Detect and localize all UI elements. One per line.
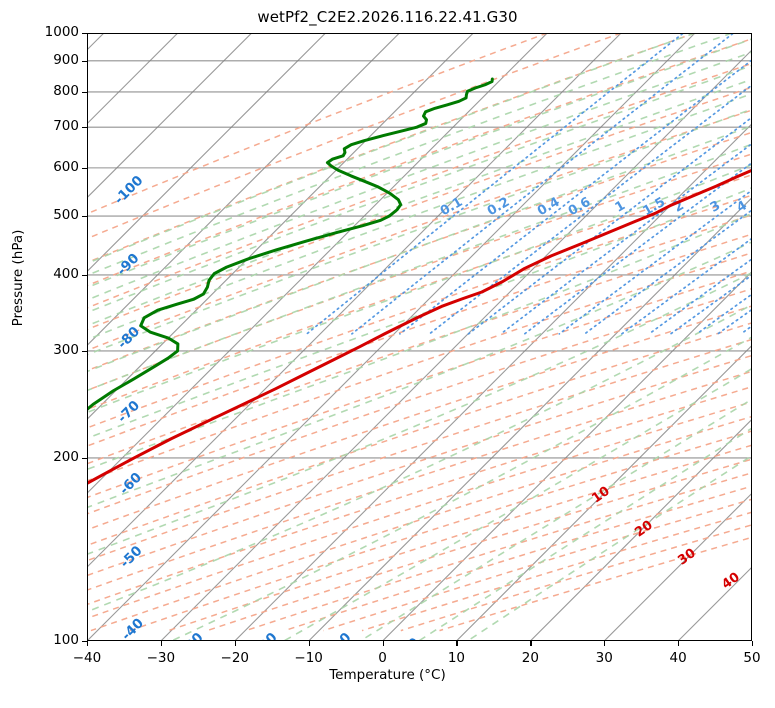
x-tick-label: −30 [146, 650, 176, 666]
isotherm-label: 0 [405, 635, 423, 641]
y-tick-mark [82, 60, 87, 62]
x-tick-label: 0 [378, 650, 387, 666]
page-title: wetPf2_C2E2.2026.116.22.41.G30 [257, 8, 518, 26]
y-tick-mark [82, 91, 87, 94]
x-tick-label: −40 [72, 650, 102, 666]
x-tick-mark [87, 641, 89, 646]
x-axis-label: Temperature (°C) [329, 667, 446, 683]
x-tick-label: 50 [743, 650, 761, 666]
y-tick-mark [82, 127, 87, 129]
y-tick-mark [82, 457, 87, 460]
y-tick-mark [82, 641, 87, 643]
x-tick-mark [382, 641, 384, 646]
x-tick-mark [752, 641, 754, 646]
y-axis-label: Pressure (hPa) [10, 229, 26, 327]
plot-frame [87, 33, 752, 641]
y-tick-mark [82, 274, 87, 277]
x-tick-mark [530, 641, 532, 646]
y-tick-label: 500 [53, 207, 79, 224]
y-tick-label: 100 [53, 632, 79, 648]
x-tick-label: 40 [669, 650, 687, 666]
isotherm-label: -20 [252, 630, 281, 641]
y-tick-mark [82, 350, 87, 353]
isotherm-label: -30 [178, 630, 207, 641]
y-tick-label: 600 [53, 158, 79, 175]
isotherm-label: -10 [326, 630, 355, 641]
y-tick-mark [82, 33, 87, 35]
x-tick-mark [160, 641, 163, 646]
y-tick-label: 1000 [44, 24, 79, 40]
y-tick-mark [82, 216, 87, 218]
y-tick-label: 200 [53, 448, 79, 465]
x-tick-mark [234, 641, 236, 646]
y-tick-label: 700 [53, 118, 79, 135]
x-tick-mark [456, 641, 458, 646]
y-tick-label: 400 [53, 265, 79, 282]
x-tick-mark [604, 641, 606, 646]
x-tick-mark [678, 641, 680, 646]
plot-area: -100-90-80-70-60-50-40-30-20-1000.10.20.… [87, 33, 752, 641]
x-tick-label: −10 [294, 650, 323, 666]
y-tick-mark [82, 167, 87, 170]
y-tick-label: 800 [53, 82, 79, 99]
x-tick-label: 30 [595, 650, 613, 666]
series-dewpoint-line [87, 77, 494, 412]
skewt-grid: -100-90-80-70-60-50-40-30-20-1000.10.20.… [87, 33, 752, 641]
series-temperature-line [87, 168, 752, 486]
y-tick-label: 300 [53, 341, 79, 358]
x-tick-label: 10 [447, 650, 466, 666]
x-tick-mark [308, 641, 310, 646]
x-tick-label: 20 [521, 650, 539, 666]
y-tick-label: 900 [53, 51, 79, 68]
x-tick-label: −20 [220, 650, 250, 666]
